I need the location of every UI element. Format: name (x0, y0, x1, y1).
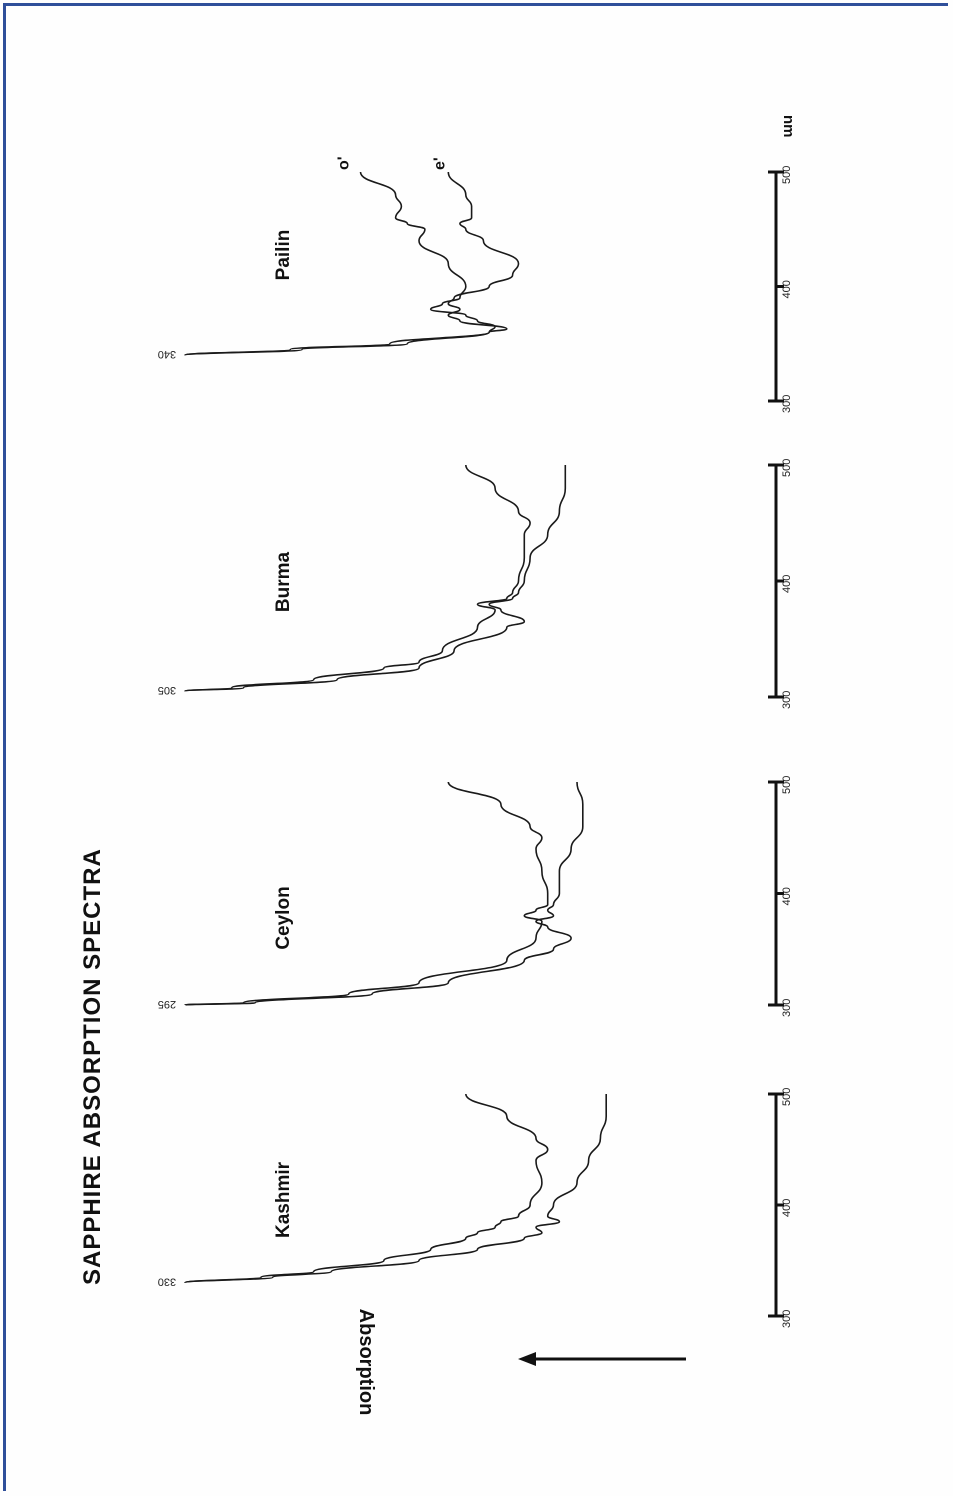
kashmir-tick-label-300: 300 (781, 1310, 793, 1328)
kashmir-peak-label: 330 (158, 1276, 176, 1288)
pailin-panel-label: Pailin (273, 230, 294, 281)
burma-peak-label: 305 (158, 684, 176, 696)
chart-title: SAPPHIRE ABSORPTION SPECTRA (79, 848, 106, 1285)
pailin-series-label-1: o' (336, 156, 353, 170)
ceylon-series-2 (184, 781, 584, 1006)
ceylon-series-1 (184, 781, 549, 1006)
pailin-series-2 (184, 171, 520, 356)
burma-series-1 (184, 464, 531, 692)
kashmir-tick-label-500: 500 (781, 1088, 793, 1106)
pailin-peak-label: 340 (158, 348, 176, 360)
kashmir-series-2 (184, 1094, 607, 1284)
kashmir-series-1 (184, 1093, 549, 1284)
pailin-series-label-2: e' (431, 157, 448, 170)
y-axis-label: Absorption (355, 1309, 377, 1416)
ceylon-tick-label-300: 300 (781, 999, 793, 1017)
page-frame (3, 3, 948, 1491)
ceylon-peak-label: 295 (158, 998, 176, 1010)
burma-tick-label-400: 400 (781, 575, 793, 593)
pailin-tick-label-400: 400 (781, 280, 793, 298)
burma-tick-label-300: 300 (781, 691, 793, 709)
x-unit-label: nm (780, 115, 797, 138)
burma-panel-label: Burma (273, 551, 294, 612)
ceylon-panel-label: Ceylon (273, 886, 294, 949)
burma-series-2 (184, 465, 567, 692)
kashmir-tick-label-400: 400 (781, 1199, 793, 1217)
ceylon-tick-label-500: 500 (781, 776, 793, 794)
kashmir-panel-label: Kashmir (273, 1161, 294, 1238)
absorption-arrow-head (518, 1352, 536, 1366)
burma-tick-label-500: 500 (781, 459, 793, 477)
pailin-series-1 (184, 171, 496, 356)
pailin-tick-label-300: 300 (781, 395, 793, 413)
ceylon-tick-label-400: 400 (781, 887, 793, 905)
pailin-tick-label-500: 500 (781, 166, 793, 184)
